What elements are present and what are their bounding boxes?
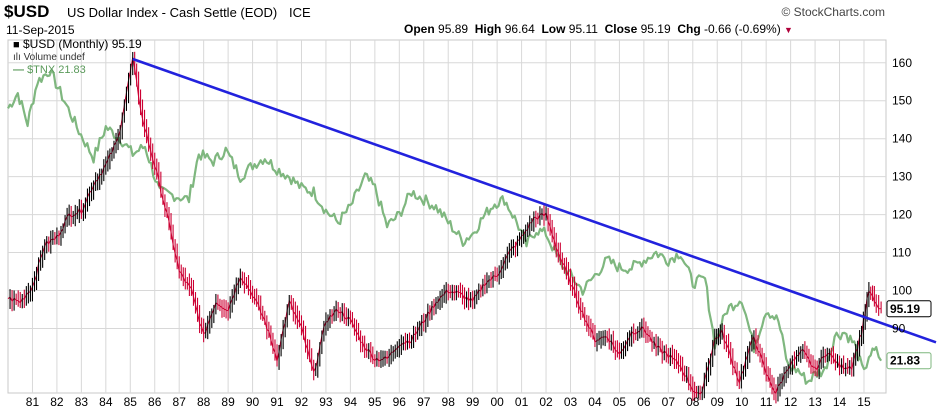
tnx-line [7,68,883,385]
x-tick-label: 08 [686,395,700,409]
legend-main-label: $USD (Monthly) 95.19 [23,37,142,51]
legend-main: ■ $USD (Monthly) 95.19 [13,37,142,51]
low-label: Low [541,22,566,36]
x-tick-label: 84 [99,395,113,409]
x-tick-label: 92 [295,395,309,409]
high-label: High [474,22,502,36]
chart-grid [7,39,887,394]
chart-date: 11-Sep-2015 [6,23,75,37]
x-tick-label: 98 [442,395,456,409]
x-tick-label: 02 [539,395,553,409]
x-tick-label: 07 [662,395,676,409]
x-tick-label: 14 [833,395,847,409]
x-tick-label: 03 [564,395,578,409]
x-tick-label: 05 [613,395,627,409]
y-tick-label: 140 [892,132,912,146]
x-tick-label: 11 [760,395,773,409]
x-tick-label: 10 [735,395,749,409]
value-tag-label: 95.19 [890,302,920,316]
open-label: Open [404,22,435,36]
x-tick-label: 09 [711,395,725,409]
square-icon: ■ [13,39,20,51]
x-tick-label: 82 [50,395,64,409]
low-value: 95.11 [568,22,598,36]
x-tick-label: 15 [857,395,871,409]
x-tick-label: 89 [221,395,235,409]
close-label: Close [604,22,638,36]
down-triangle-icon: ▼ [784,25,793,35]
x-tick-label: 99 [466,395,480,409]
x-tick-label: 13 [808,395,822,409]
x-tick-label: 85 [124,395,138,409]
x-tick-label: 96 [393,395,407,409]
price-close-line [7,57,882,395]
x-tick-label: 94 [344,395,358,409]
x-tick-label: 95 [368,395,382,409]
value-tag [886,300,932,318]
y-tick-label: 90 [892,321,906,335]
x-tick-label: 87 [173,395,187,409]
tnx-series [7,68,883,385]
y-tick-label: 110 [892,246,911,260]
x-tick-label: 91 [270,395,284,409]
x-tick-label: 86 [148,395,162,409]
x-tick-label: 06 [637,395,651,409]
value-tag-label: 21.83 [890,354,920,368]
trendline-layer [132,57,937,344]
y-tick-label: 100 [892,284,912,298]
chart-axes: 90 100 110 120 130 140 150 160 81 82 83 84 85 86 87 88 8… [26,56,932,409]
y-tick-label: 160 [892,56,912,70]
ohlc-readout: Open 95.89 High 96.64 Low 95.11 Close 95… [404,22,793,36]
x-tick-label: 12 [784,395,798,409]
legend-volume: ılı Volume undef [13,52,85,63]
chg-value: -0.66 (-0.69%) [704,22,781,36]
x-tick-label: 00 [490,395,504,409]
high-value: 96.64 [504,22,535,36]
legend-volume-label: Volume undef [23,52,85,63]
x-tick-label: 81 [26,395,40,409]
x-tick-label: 04 [588,395,602,409]
y-tick-label: 150 [892,94,912,108]
price-series [7,51,882,404]
open-value: 95.89 [438,22,469,36]
legend-tnx-label: $TNX 21.83 [27,64,86,76]
exchange-label: ICE [289,5,311,20]
x-tick-label: 93 [319,395,333,409]
brand-label[interactable]: © StockCharts.com [781,5,885,19]
legend-tnx: — $TNX 21.83 [13,64,86,76]
x-tick-label: 01 [515,395,529,409]
instrument-name: US Dollar Index - Cash Settle (EOD) [67,5,278,20]
value-tag [886,352,932,370]
y-tick-label: 130 [892,170,912,184]
x-tick-label: 83 [75,395,89,409]
trendline [132,57,937,344]
x-tick-label: 97 [417,395,431,409]
y-tick-label: 120 [892,208,912,222]
chg-label: Chg [677,22,701,36]
ticker-symbol: $USD [4,2,50,21]
close-value: 95.19 [640,22,671,36]
bar-chart-icon: ılı [13,52,21,63]
plot-frame [7,39,887,394]
x-tick-label: 88 [197,395,211,409]
x-tick-label: 90 [246,395,260,409]
line-icon: — [13,64,24,76]
